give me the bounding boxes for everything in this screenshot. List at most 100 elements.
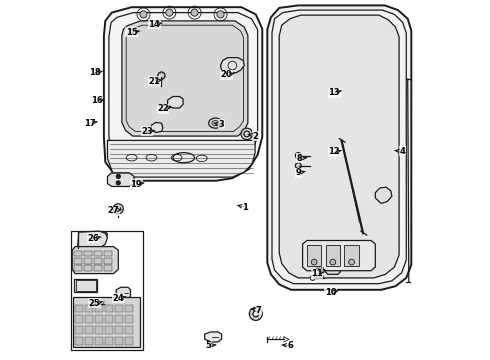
Bar [75, 326, 83, 334]
Bar [85, 315, 93, 323]
Circle shape [158, 72, 165, 79]
Polygon shape [72, 247, 118, 274]
Bar [84, 258, 92, 264]
Circle shape [217, 11, 224, 18]
Bar [116, 305, 123, 312]
Bar [74, 258, 82, 264]
Circle shape [249, 307, 262, 320]
Ellipse shape [209, 118, 222, 128]
Text: 8: 8 [297, 154, 303, 163]
Text: 11: 11 [311, 269, 323, 278]
Circle shape [295, 153, 301, 158]
Bar [116, 337, 123, 345]
Circle shape [241, 128, 252, 140]
Bar [84, 265, 92, 271]
Text: 10: 10 [325, 288, 337, 297]
Text: 5: 5 [205, 341, 211, 350]
Text: 23: 23 [141, 127, 153, 136]
Text: 2: 2 [253, 132, 259, 141]
Circle shape [310, 267, 315, 272]
Bar [95, 326, 103, 334]
Bar [105, 305, 113, 312]
Bar [344, 245, 359, 266]
Bar [105, 326, 113, 334]
Circle shape [116, 174, 121, 179]
Bar [74, 251, 82, 256]
Bar [95, 315, 103, 323]
Bar [85, 305, 93, 312]
Bar [76, 280, 96, 291]
Text: 24: 24 [112, 294, 124, 302]
Bar [75, 315, 83, 323]
Circle shape [113, 204, 123, 214]
Text: 15: 15 [126, 28, 138, 37]
Text: 16: 16 [91, 96, 102, 105]
Bar [94, 265, 102, 271]
Polygon shape [168, 96, 183, 108]
Text: 1: 1 [242, 202, 248, 212]
Bar [85, 326, 93, 334]
Bar [73, 297, 140, 347]
Bar [84, 251, 92, 256]
Ellipse shape [93, 231, 107, 240]
Polygon shape [205, 332, 221, 342]
Text: 27: 27 [108, 206, 120, 215]
Circle shape [104, 301, 111, 308]
Polygon shape [375, 187, 392, 203]
Bar [326, 245, 340, 266]
Bar [125, 337, 133, 345]
Bar [75, 305, 83, 312]
Text: 9: 9 [295, 168, 301, 177]
Text: 22: 22 [157, 104, 169, 113]
Text: 25: 25 [89, 299, 100, 307]
Text: 13: 13 [328, 89, 340, 98]
Bar [94, 258, 102, 264]
Polygon shape [104, 7, 262, 181]
Bar [116, 326, 123, 334]
Circle shape [310, 275, 315, 280]
Circle shape [140, 11, 147, 18]
Bar [72, 231, 144, 350]
Bar [105, 337, 113, 345]
Text: 3: 3 [219, 120, 224, 129]
Polygon shape [268, 5, 411, 290]
Polygon shape [303, 240, 375, 271]
Bar [125, 305, 133, 312]
Text: 20: 20 [220, 71, 232, 80]
Text: 4: 4 [400, 147, 406, 156]
Text: 12: 12 [328, 148, 340, 157]
Polygon shape [107, 140, 255, 177]
Polygon shape [107, 173, 134, 186]
Bar [125, 315, 133, 323]
Text: 19: 19 [130, 180, 142, 189]
Polygon shape [77, 231, 107, 248]
Bar [95, 305, 103, 312]
Circle shape [116, 181, 121, 185]
Circle shape [166, 9, 173, 16]
Bar [85, 337, 93, 345]
Polygon shape [324, 265, 341, 274]
Bar [307, 245, 321, 266]
Bar [95, 337, 103, 345]
Circle shape [311, 259, 317, 265]
Text: 26: 26 [87, 234, 99, 243]
Text: 14: 14 [148, 20, 160, 29]
Polygon shape [151, 122, 163, 132]
Bar [104, 258, 112, 264]
Text: 17: 17 [84, 119, 95, 128]
Bar [125, 326, 133, 334]
Bar [104, 251, 112, 256]
Bar [75, 337, 83, 345]
Bar [105, 315, 113, 323]
Bar [104, 265, 112, 271]
Polygon shape [116, 287, 130, 300]
Text: 6: 6 [287, 341, 293, 350]
Bar [116, 315, 123, 323]
Circle shape [349, 259, 354, 265]
Polygon shape [279, 15, 399, 278]
Text: 18: 18 [89, 68, 100, 77]
Circle shape [191, 9, 198, 16]
Text: 21: 21 [148, 77, 160, 86]
Bar [94, 251, 102, 256]
Bar [74, 265, 82, 271]
